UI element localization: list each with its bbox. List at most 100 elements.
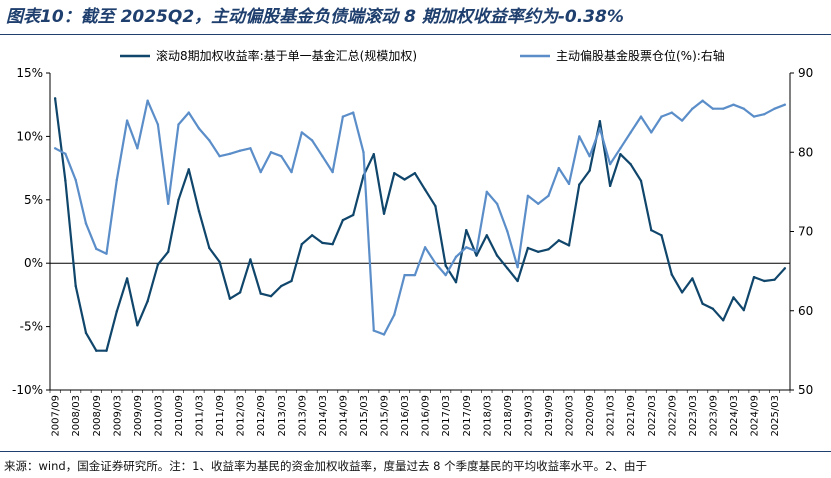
series-1-point xyxy=(660,234,663,237)
series-2-point xyxy=(74,178,77,182)
legend-label-1: 滚动8期加权收益率:基于单一基金汇总(规模加权) xyxy=(156,48,417,63)
series-2-point xyxy=(166,202,170,205)
series-1-point xyxy=(413,171,417,175)
left-tick-label: -5% xyxy=(20,320,43,334)
series-2-point xyxy=(619,147,622,150)
series-1-point xyxy=(680,291,684,294)
series-2-point xyxy=(670,111,674,114)
series-1-point xyxy=(691,277,694,280)
series-2-point xyxy=(84,222,88,225)
series-2-point xyxy=(249,147,252,150)
x-axis-labels: 2007/09 2008/03 2008/09 2009/03 2009/09 2010/… xyxy=(51,395,781,437)
footer-divider xyxy=(0,451,831,452)
series-1-point xyxy=(84,331,88,335)
right-tick-label: 90 xyxy=(798,66,813,80)
x-tick-label: 2011/09 xyxy=(215,395,226,437)
series-1-point xyxy=(95,349,98,352)
series-2-point xyxy=(516,265,519,269)
series-2-point xyxy=(280,155,283,158)
series-1-point xyxy=(208,246,211,250)
series-2-point xyxy=(125,119,129,122)
series-1-point xyxy=(393,171,396,175)
x-tick-label: 2015/03 xyxy=(359,395,370,437)
series-1-point xyxy=(372,152,375,156)
right-tick-label: 80 xyxy=(798,145,813,159)
series-2-point xyxy=(701,99,704,102)
series-2-point xyxy=(208,139,211,142)
series-1-point xyxy=(526,246,530,250)
series-1-point xyxy=(608,184,612,188)
series-2-point xyxy=(495,202,499,205)
series-2-point xyxy=(310,139,314,142)
series-2-point xyxy=(536,202,540,205)
series-1-point xyxy=(752,275,756,279)
x-tick-label: 2015/09 xyxy=(380,395,391,437)
series-1-point xyxy=(701,302,704,305)
series-1-point xyxy=(567,244,571,247)
chart-title: 图表10：截至 2025Q2，主动偏股基金负债端滚动 8 期加权收益率约为-0.… xyxy=(6,7,624,27)
series-2-point xyxy=(629,131,632,134)
source-note: 来源：wind，国金证券研究所。注：1、收益率为基民的资金加权收益率，度量过去 … xyxy=(4,459,647,473)
x-tick-label: 2013/09 xyxy=(297,395,308,437)
left-tick-label: 10% xyxy=(16,129,43,143)
right-tick-label: 70 xyxy=(798,225,813,239)
series-1-point xyxy=(331,242,334,246)
series-1-point xyxy=(763,279,766,283)
x-tick-label: 2024/09 xyxy=(750,395,761,437)
x-tick-label: 2019/03 xyxy=(523,395,534,437)
x-tick-label: 2016/03 xyxy=(400,395,411,437)
series-2-point xyxy=(485,190,489,194)
series-2-point xyxy=(321,155,324,158)
x-tick-label: 2023/09 xyxy=(708,395,719,437)
series-2-point xyxy=(732,103,735,106)
x-tick-label: 2016/09 xyxy=(421,395,432,437)
series-2-point xyxy=(444,273,447,277)
series-2-point xyxy=(413,273,417,277)
series-1-point xyxy=(177,198,180,201)
x-tick-label: 2017/03 xyxy=(441,395,452,437)
series-2-point xyxy=(269,151,273,154)
x-tick-label: 2020/09 xyxy=(585,395,596,437)
series-2-point xyxy=(506,230,509,233)
series-2-point xyxy=(382,333,386,336)
x-tick-label: 2010/09 xyxy=(174,395,185,437)
series-2-point xyxy=(136,147,139,150)
series-1-point xyxy=(238,291,242,294)
series-1-point xyxy=(382,212,386,215)
series-2-point xyxy=(218,155,221,158)
series-2-point xyxy=(773,107,776,110)
series-2-point xyxy=(434,262,437,265)
x-tick-label: 2014/03 xyxy=(318,395,329,437)
x-tick-label: 2009/09 xyxy=(133,395,144,437)
series-2-point xyxy=(742,107,745,110)
series-1-point xyxy=(465,229,468,232)
legend: 滚动8期加权收益率:基于单一基金汇总(规模加权) 主动偏股基金股票仓位(%):右轴 xyxy=(120,48,725,63)
series-1-point xyxy=(310,234,314,237)
series-1-point xyxy=(670,273,674,276)
series-1-point xyxy=(557,239,560,242)
series-1-point xyxy=(598,119,602,123)
series-1-point xyxy=(629,163,632,166)
series-1-point xyxy=(434,204,437,208)
series-2-point xyxy=(403,273,406,277)
series-1-point xyxy=(115,310,119,313)
series-1-point xyxy=(64,179,67,182)
series-1-point xyxy=(773,278,776,281)
series-1-point xyxy=(454,281,458,284)
x-tick-label: 2009/03 xyxy=(112,395,123,437)
series-1-point xyxy=(259,292,262,295)
series-1-point xyxy=(300,242,304,246)
series-2-point xyxy=(608,162,612,166)
series-1-point xyxy=(547,248,550,251)
series-1-point xyxy=(783,267,787,270)
series-2-point xyxy=(187,111,190,114)
left-tick-label: 5% xyxy=(24,193,43,207)
x-tick-label: 2019/09 xyxy=(544,395,555,437)
x-tick-label: 2018/09 xyxy=(503,395,514,437)
series-2-point xyxy=(680,119,684,122)
x-tick-label: 2007/09 xyxy=(51,395,62,437)
series-1-point xyxy=(619,152,622,156)
x-tick-label: 2017/09 xyxy=(462,395,473,437)
series-1-point xyxy=(249,258,252,261)
series-2-point xyxy=(650,131,653,134)
